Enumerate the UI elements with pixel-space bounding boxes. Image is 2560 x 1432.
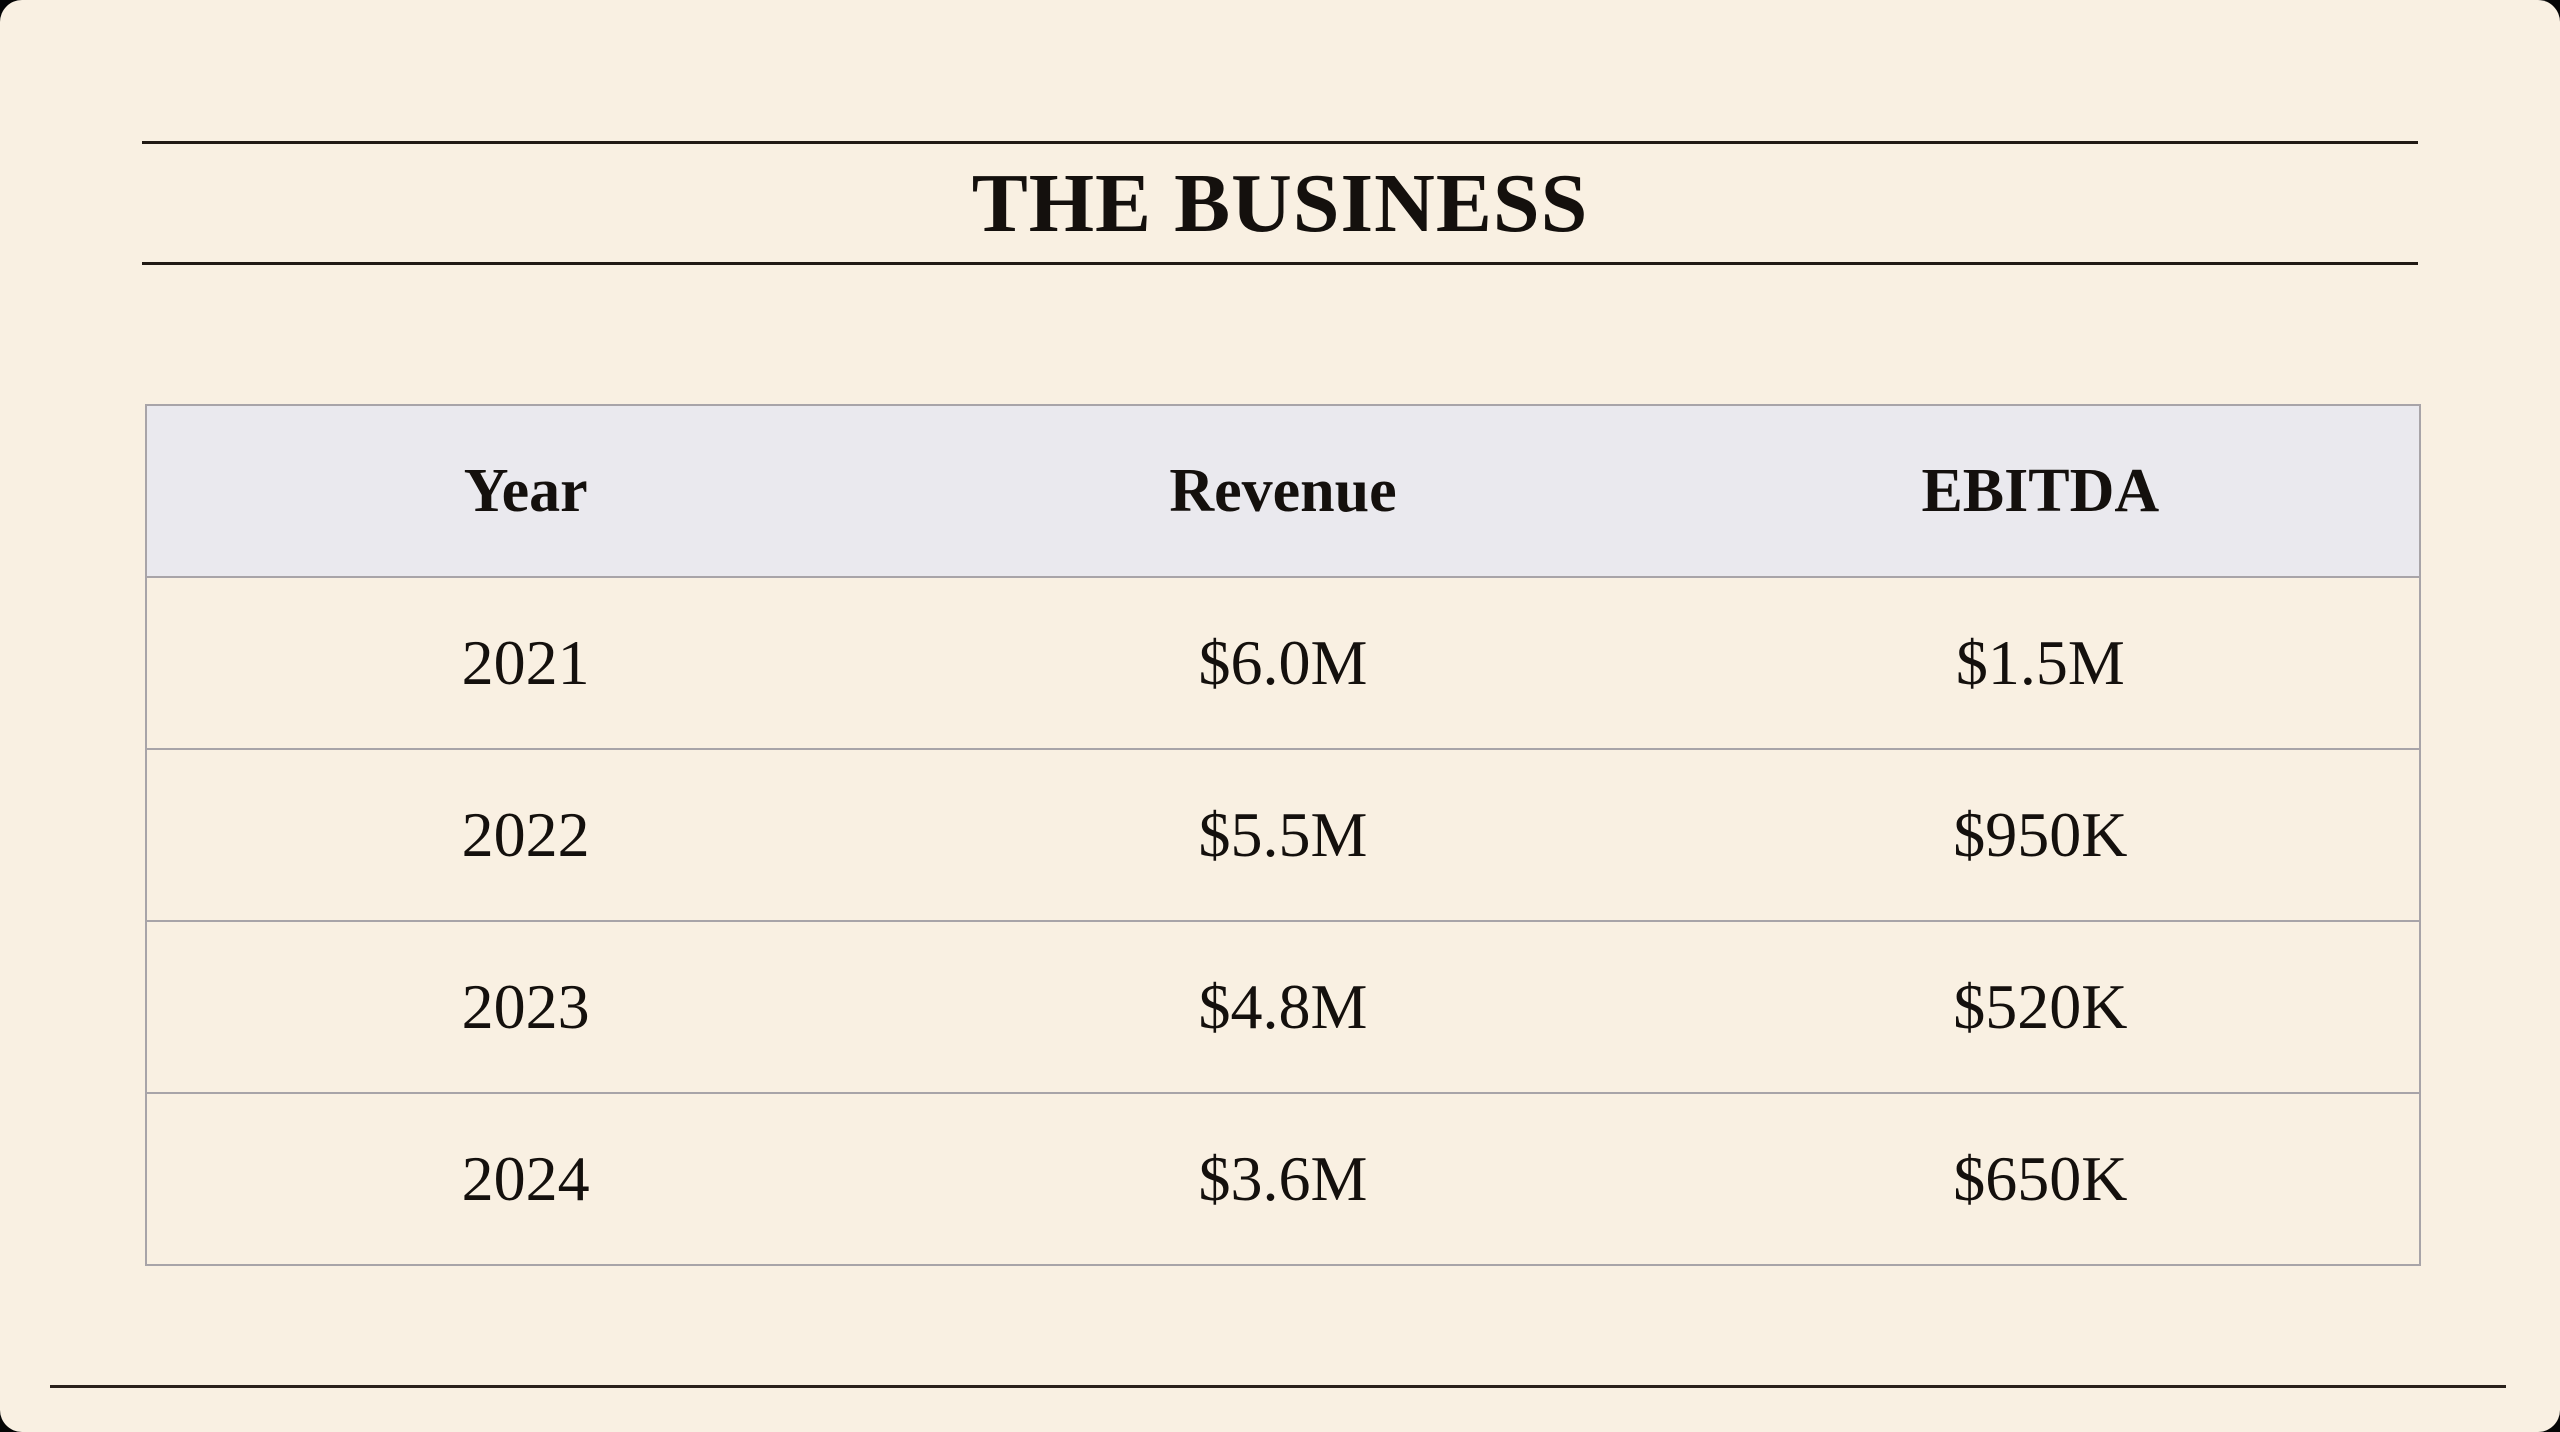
table-row: 2023 $4.8M $520K [146, 921, 2420, 1094]
column-header-revenue: Revenue [904, 405, 1662, 578]
table-cell-year: 2021 [146, 577, 905, 750]
table-cell-year: 2023 [146, 921, 905, 1094]
table-cell-revenue: $4.8M [904, 921, 1662, 1094]
table-cell-year: 2024 [146, 1093, 905, 1265]
table-header-row: Year Revenue EBITDA [146, 405, 2420, 578]
table-cell-revenue: $6.0M [904, 577, 1662, 750]
table-cell-revenue: $5.5M [904, 749, 1662, 922]
table-cell-ebitda: $650K [1661, 1093, 2420, 1265]
table-cell-ebitda: $520K [1661, 921, 2420, 1094]
table-header: Year Revenue EBITDA [146, 405, 2420, 578]
table-cell-year: 2022 [146, 749, 905, 922]
table-row: 2021 $6.0M $1.5M [146, 577, 2420, 750]
page-title: THE BUSINESS [971, 156, 1589, 250]
financials-table: Year Revenue EBITDA 2021 $6.0M $1.5M 202… [145, 404, 2421, 1266]
table-body: 2021 $6.0M $1.5M 2022 $5.5M $950K 2023 $… [146, 577, 2420, 1265]
table-cell-ebitda: $950K [1661, 749, 2420, 922]
title-block: THE BUSINESS [142, 141, 2418, 265]
column-header-ebitda: EBITDA [1661, 405, 2420, 578]
table-row: 2022 $5.5M $950K [146, 749, 2420, 922]
table-cell-ebitda: $1.5M [1661, 577, 2420, 750]
footer-divider [50, 1385, 2506, 1388]
table-row: 2024 $3.6M $650K [146, 1093, 2420, 1265]
table-cell-revenue: $3.6M [904, 1093, 1662, 1265]
column-header-year: Year [146, 405, 905, 578]
